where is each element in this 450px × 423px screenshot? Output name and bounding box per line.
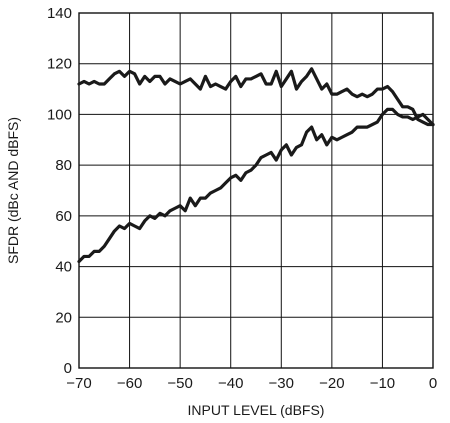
y-tick-label: 80 (55, 157, 72, 174)
x-tick-label: −10 (370, 375, 395, 392)
series-line-upper (77, 67, 435, 127)
y-tick-labels: 0 20 40 60 80 100 120 140 (47, 5, 72, 377)
x-tick-label: −60 (117, 375, 142, 392)
y-tick-label: 0 (64, 360, 72, 377)
x-tick-labels: −70 −60 −50 −40 −30 −20 −10 0 (66, 375, 437, 392)
plot-frame (78, 12, 434, 369)
y-tick-label: 100 (47, 106, 72, 123)
x-tick-label: −30 (269, 375, 294, 392)
x-tick-label: 0 (429, 375, 437, 392)
x-tick-label: −40 (218, 375, 243, 392)
series-line-lower (77, 107, 435, 264)
x-tick-label: −50 (167, 375, 192, 392)
y-tick-label: 120 (47, 56, 72, 73)
y-tick-label: 40 (55, 259, 72, 276)
series-group (77, 67, 435, 264)
grid-lines (79, 13, 433, 368)
y-axis-label: SFDR (dBc AND dBFS) (5, 117, 21, 264)
y-tick-label: 20 (55, 309, 72, 326)
x-tick-label: −70 (66, 375, 91, 392)
x-tick-label: −20 (319, 375, 344, 392)
y-tick-label: 140 (47, 5, 72, 22)
y-tick-label: 60 (55, 208, 72, 225)
x-axis-label: INPUT LEVEL (dBFS) (188, 402, 325, 418)
